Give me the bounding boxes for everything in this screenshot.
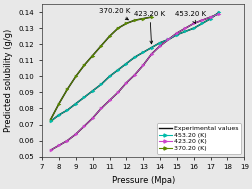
Text: 453.20 K: 453.20 K: [174, 11, 205, 23]
Legend: Experimental values, 453.20 (K), 423.20 (K), 370.20 (K): Experimental values, 453.20 (K), 423.20 …: [156, 123, 240, 153]
Y-axis label: Predicted solubility (g/g): Predicted solubility (g/g): [4, 29, 13, 132]
Text: 423.20 K: 423.20 K: [134, 11, 165, 44]
X-axis label: Pressure (Mpa): Pressure (Mpa): [111, 176, 174, 185]
Text: 370.20 K: 370.20 K: [99, 8, 130, 20]
